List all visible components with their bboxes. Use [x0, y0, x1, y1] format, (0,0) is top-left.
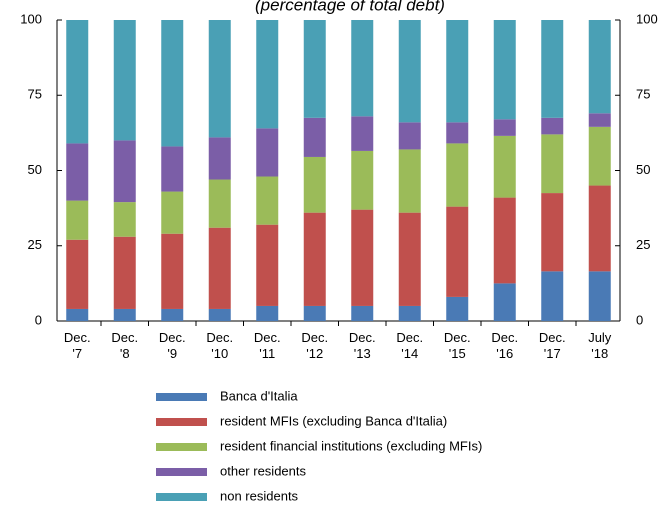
bar-segment — [303, 117, 326, 157]
bar-segment — [398, 305, 421, 321]
bar-segment — [303, 305, 326, 321]
x-tick-label: Dec. '16 — [491, 330, 518, 361]
bar-segment — [398, 20, 421, 123]
bar-segment — [541, 20, 564, 118]
bar-segment — [161, 233, 184, 309]
bar-segment — [588, 271, 611, 321]
bar-segment — [493, 20, 516, 120]
bar-segment — [303, 212, 326, 306]
legend-swatch — [156, 418, 207, 426]
x-tick-label: Dec. '8 — [111, 330, 138, 361]
bar-segment — [113, 202, 136, 237]
bar-segment — [113, 236, 136, 309]
legend-swatch — [156, 468, 207, 476]
y-tick-label: 50 — [28, 162, 42, 177]
bar-segment — [398, 149, 421, 213]
y2-tick-label: 25 — [636, 237, 650, 252]
bar-segment — [588, 20, 611, 114]
x-tick-label: Dec. '7 — [64, 330, 91, 361]
x-tick-label: Dec. '11 — [254, 330, 281, 361]
x-tick-label: Dec. '12 — [301, 330, 328, 361]
bar-segment — [541, 134, 564, 194]
y2-tick-label: 0 — [636, 312, 643, 327]
x-tick-label: Dec. '9 — [159, 330, 186, 361]
bar-segment — [493, 119, 516, 136]
y2-tick-label: 75 — [636, 87, 650, 102]
bar-segment — [303, 156, 326, 213]
bar-segment — [446, 20, 469, 123]
bar-segment — [351, 150, 374, 210]
y2-tick-label: 100 — [636, 11, 658, 26]
bar-segment — [66, 143, 89, 201]
bar-segment — [208, 227, 231, 309]
bar-segment — [208, 308, 231, 321]
legend-label: non residents — [220, 488, 299, 503]
bar-segment — [66, 308, 89, 321]
bar-segment — [493, 283, 516, 321]
x-tick-label: Dec. '17 — [539, 330, 566, 361]
bar-segment — [351, 20, 374, 117]
bar-segment — [256, 224, 279, 306]
bar-segment — [541, 117, 564, 135]
bar-segment — [541, 271, 564, 321]
bar-segment — [113, 140, 136, 203]
bar-segment — [256, 128, 279, 177]
bar-segment — [398, 212, 421, 306]
bar-segment — [588, 185, 611, 272]
x-tick-label: Dec. '14 — [396, 330, 423, 361]
bar-segment — [113, 20, 136, 141]
bar-segment — [351, 116, 374, 151]
bar-segment — [208, 20, 231, 138]
x-tick-label: July '18 — [588, 330, 612, 361]
bar-segment — [161, 308, 184, 321]
bar-segment — [256, 20, 279, 129]
bar-segment — [588, 126, 611, 186]
bar-segment — [256, 305, 279, 321]
bar-segment — [446, 122, 469, 144]
legend-label: Banca d'Italia — [220, 388, 298, 403]
bar-segment — [113, 308, 136, 321]
bar-segment — [351, 209, 374, 306]
y-tick-label: 100 — [20, 11, 42, 26]
bar-segment — [398, 122, 421, 150]
bar-segment — [588, 113, 611, 127]
legend-label: resident financial institutions (excludi… — [220, 438, 482, 453]
y-tick-label: 0 — [35, 312, 42, 327]
bar-segment — [66, 239, 89, 309]
bar-segment — [493, 135, 516, 198]
x-tick-label: Dec. '10 — [206, 330, 233, 361]
bar-segment — [303, 20, 326, 118]
legend-swatch — [156, 493, 207, 501]
bar-segment — [351, 305, 374, 321]
chart-subtitle: (percentage of total debt) — [255, 0, 445, 14]
bar-segment — [66, 200, 89, 240]
bar-segment — [446, 143, 469, 207]
bar-segment — [446, 206, 469, 297]
legend-swatch — [156, 393, 207, 401]
bar-segment — [66, 20, 89, 144]
bar-segment — [446, 296, 469, 321]
bar-segment — [493, 197, 516, 284]
legend-swatch — [156, 443, 207, 451]
x-tick-label: Dec. '15 — [444, 330, 471, 361]
y-tick-label: 75 — [28, 87, 42, 102]
y2-tick-label: 50 — [636, 162, 650, 177]
legend-label: other residents — [220, 463, 306, 478]
bar-segment — [161, 146, 184, 192]
bar-segment — [208, 179, 231, 228]
legend-label: resident MFIs (excluding Banca d'Italia) — [220, 413, 447, 428]
bar-segment — [161, 20, 184, 147]
bar-segment — [208, 137, 231, 180]
y-tick-label: 25 — [28, 237, 42, 252]
bar-segment — [161, 191, 184, 234]
bar-segment — [256, 176, 279, 225]
bar-segment — [541, 193, 564, 272]
x-tick-label: Dec. '13 — [349, 330, 376, 361]
